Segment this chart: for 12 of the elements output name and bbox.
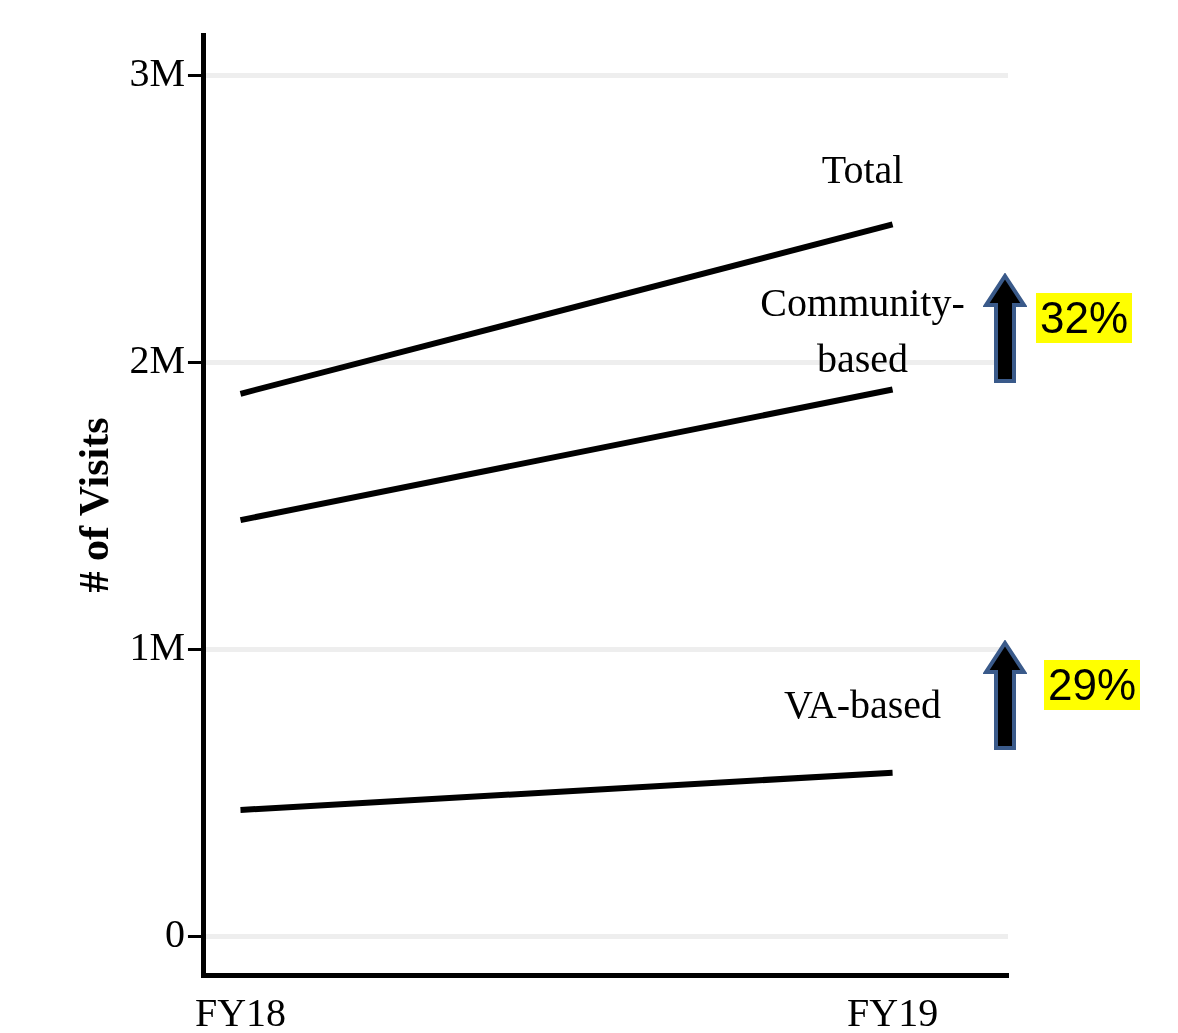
x-tick-label: FY18: [194, 989, 287, 1033]
x-tick-label: FY19: [847, 989, 939, 1033]
y-tick-label: 0: [164, 910, 185, 956]
series-label: Total: [820, 146, 905, 195]
series-label: Community-based: [759, 279, 966, 384]
y-tick-label: 2M: [129, 336, 185, 382]
text: 29%: [1044, 660, 1141, 710]
y-tick-label: 1M: [129, 623, 185, 669]
text: 32%: [1036, 293, 1133, 343]
y-axis-title: # of Visits: [71, 417, 118, 593]
series-label: VA-based: [783, 680, 943, 729]
y-tick-label: 3M: [129, 49, 185, 95]
